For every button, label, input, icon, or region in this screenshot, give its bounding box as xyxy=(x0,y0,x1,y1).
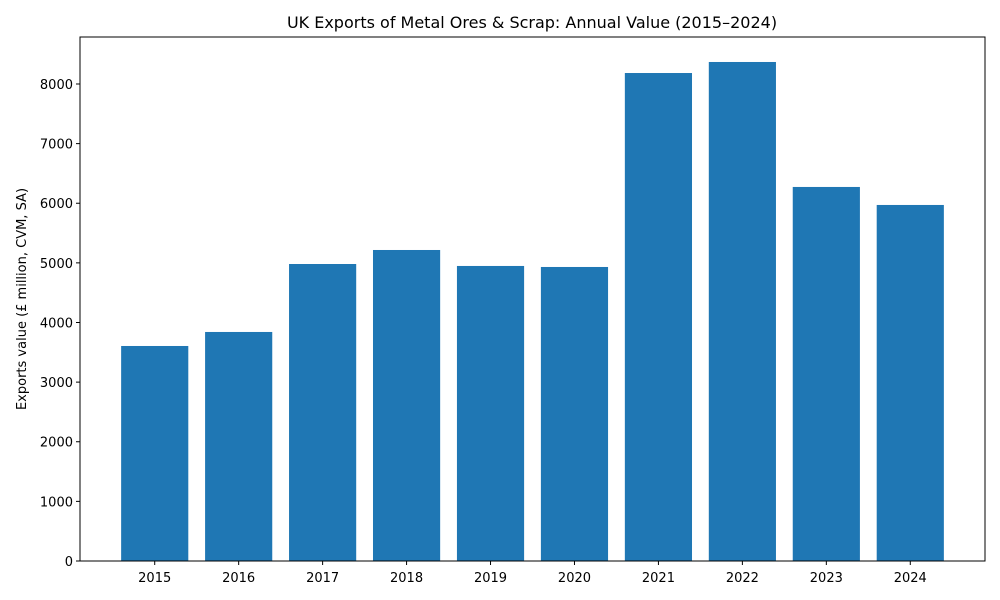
x-tick-label: 2017 xyxy=(306,571,339,586)
bar-2021 xyxy=(624,73,693,562)
bar-2019 xyxy=(456,265,525,561)
y-tick-label: 5000 xyxy=(40,257,73,272)
y-tick-label: 0 xyxy=(65,555,73,570)
y-tick-label: 4000 xyxy=(40,316,73,331)
chart-title: UK Exports of Metal Ores & Scrap: Annual… xyxy=(287,13,777,32)
y-tick-label: 1000 xyxy=(40,495,73,510)
bar-2020 xyxy=(540,266,609,561)
x-tick-label: 2023 xyxy=(810,571,843,586)
y-tick-label: 3000 xyxy=(40,376,73,391)
bar-2017 xyxy=(289,263,357,561)
x-tick-label: 2019 xyxy=(474,571,507,586)
y-tick-label: 6000 xyxy=(40,197,73,212)
x-tick-label: 2020 xyxy=(558,571,591,586)
y-tick-label: 2000 xyxy=(40,436,73,451)
y-axis-label: Exports value (£ million, CVM, SA) xyxy=(15,188,30,410)
bar-2022 xyxy=(708,61,776,562)
bar-2024 xyxy=(876,204,944,561)
bar-2016 xyxy=(205,331,273,561)
x-tick-label: 2015 xyxy=(138,571,171,586)
x-tick-label: 2022 xyxy=(726,571,759,586)
x-tick-label: 2018 xyxy=(390,571,423,586)
bar-2023 xyxy=(792,186,860,561)
x-tick-label: 2016 xyxy=(222,571,255,586)
bar-2015 xyxy=(121,345,189,561)
y-tick-label: 8000 xyxy=(40,78,73,93)
y-tick-label: 7000 xyxy=(40,138,73,153)
x-tick-label: 2021 xyxy=(642,571,675,586)
bar-2018 xyxy=(372,249,441,561)
x-tick-label: 2024 xyxy=(894,571,927,586)
plot-frame xyxy=(79,36,986,562)
